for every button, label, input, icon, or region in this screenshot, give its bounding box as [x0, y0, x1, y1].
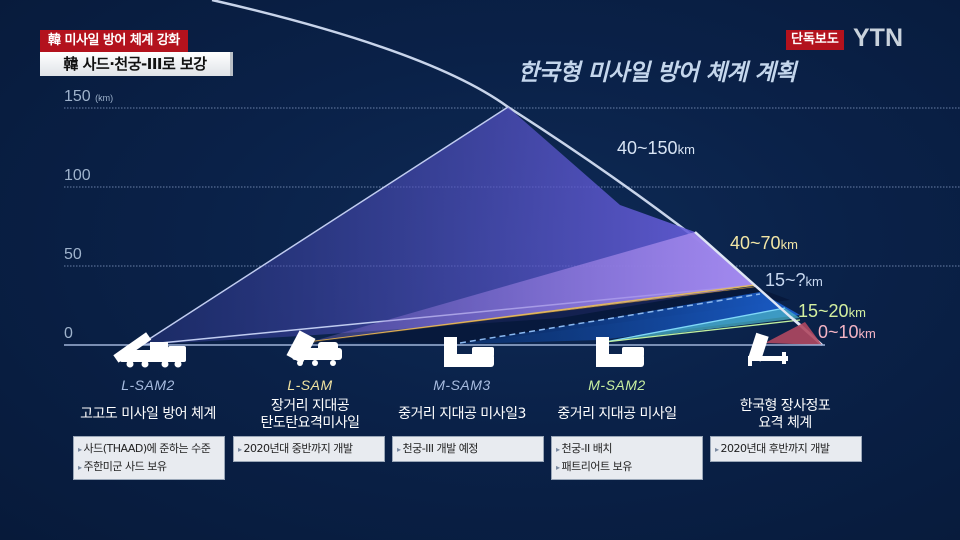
range-label-m-sam3: 15~?km — [765, 270, 823, 290]
l-sam2-launcher-icon — [113, 332, 186, 368]
system-name-m-sam2: 중거리 지대공 미사일 — [557, 406, 677, 422]
y-tick-50: 50 — [64, 246, 82, 263]
note-item: ▸ 2020년대 후반까지 개발 — [715, 442, 830, 455]
ytn-logo: YTN — [853, 24, 903, 52]
system-name-lrap: 한국형 장사정포 요격 체계 — [739, 398, 831, 431]
system-name-l-sam: 장거리 지대공 탄도탄요격미사일 — [260, 398, 360, 431]
info-box-lrap: ▸ 2020년대 후반까지 개발 — [710, 436, 862, 462]
note-item: ▸ 주한미군 사드 보유 — [78, 460, 167, 473]
range-label-m-sam2: 15~20km — [798, 301, 866, 321]
topic-tag: 韓 미사일 방어 체계 강화 — [40, 30, 188, 52]
system-code-l-sam2: L-SAM2 — [121, 377, 175, 393]
range-label-l-sam: 40~70km — [730, 233, 798, 253]
info-box-l-sam: ▸ 2020년대 중반까지 개발 — [233, 436, 385, 462]
l-sam-launcher-icon — [286, 330, 342, 366]
exclusive-tag: 단독보도 — [786, 30, 844, 50]
system-code-m-sam3: M-SAM3 — [433, 377, 491, 393]
info-box-m-sam2: ▸ 천궁-II 배치 ▸ 패트리어트 보유 — [551, 436, 703, 480]
info-box-m-sam3: ▸ 천궁-III 개발 예정 — [392, 436, 544, 462]
page-title: 한국형 미사일 방어 체계 계획 — [518, 60, 796, 86]
m-sam3-dashed-edge — [459, 293, 761, 344]
range-label-lrap: 0~10km — [818, 322, 876, 342]
lrap-cone — [765, 322, 822, 345]
note-item: ▸ 천궁-III 개발 예정 — [397, 442, 478, 455]
system-name-m-sam3: 중거리 지대공 미사일3 — [398, 406, 526, 422]
m-sam2-cone — [605, 308, 800, 342]
system-code-m-sam2: M-SAM2 — [588, 377, 646, 393]
m-sam3-launcher-icon — [444, 337, 494, 367]
note-item: ▸ 패트리어트 보유 — [556, 460, 632, 473]
note-item: ▸ 사드(THAAD)에 준하는 수준 — [78, 442, 211, 455]
note-item: ▸ 2020년대 중반까지 개발 — [238, 442, 353, 455]
range-label-l-sam2: 40~150km — [617, 138, 695, 158]
system-code-l-sam: L-SAM — [287, 377, 333, 393]
system-name-l-sam2: 고고도 미사일 방어 체계 — [80, 406, 216, 422]
m-sam3-cone — [460, 292, 800, 344]
y-tick-0: 0 — [64, 325, 73, 342]
l-sam-cone — [310, 232, 755, 342]
note-item: ▸ 천궁-II 배치 — [556, 442, 612, 455]
headline-caption: 韓 사드·천궁-III로 보강 — [40, 52, 233, 76]
lrap-launcher-icon — [748, 332, 788, 366]
info-box-l-sam2: ▸ 사드(THAAD)에 준하는 수준 ▸ 주한미군 사드 보유 — [73, 436, 225, 480]
y-tick-150: 150 (km) — [64, 88, 114, 105]
y-tick-100: 100 — [64, 167, 91, 184]
m-sam2-launcher-icon — [596, 337, 644, 367]
